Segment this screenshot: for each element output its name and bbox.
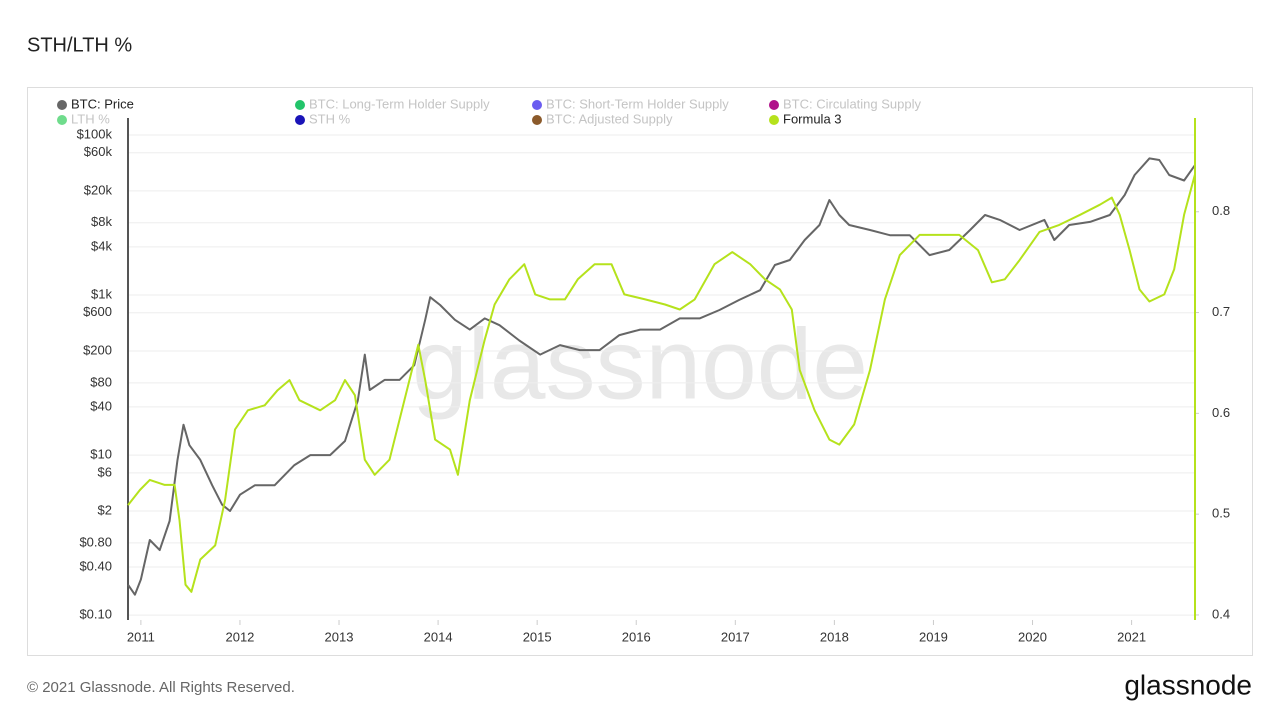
- x-tick-label: 2016: [622, 629, 651, 644]
- x-tick-label: 2014: [424, 629, 453, 644]
- footer: © 2021 Glassnode. All Rights Reserved.: [27, 679, 295, 696]
- y-tick-label: $8k: [91, 214, 112, 229]
- x-tick-label: 2018: [820, 629, 849, 644]
- y2-tick-label: 0.8: [1212, 203, 1230, 218]
- legend-marker[interactable]: [769, 115, 779, 125]
- y-tick-label: $60k: [84, 144, 113, 159]
- y-tick-label: $20k: [84, 182, 113, 197]
- legend-label[interactable]: Formula 3: [783, 111, 842, 126]
- x-tick-label: 2021: [1117, 629, 1146, 644]
- chart-title: STH/LTH %: [27, 34, 132, 56]
- y-tick-label: $0.10: [79, 607, 112, 622]
- series-line: [127, 157, 1196, 596]
- x-tick-label: 2012: [225, 629, 254, 644]
- legend-marker[interactable]: [57, 100, 67, 110]
- logo: glassnode: [1124, 669, 1252, 700]
- legend-marker[interactable]: [295, 100, 305, 110]
- legend-label[interactable]: BTC: Long-Term Holder Supply: [309, 96, 490, 111]
- y-tick-label: $600: [83, 304, 112, 319]
- legend-label[interactable]: BTC: Price: [71, 96, 134, 111]
- y-tick-label: $80: [90, 374, 112, 389]
- y2-tick-label: 0.5: [1212, 506, 1230, 521]
- legend-label[interactable]: STH %: [309, 111, 351, 126]
- y-tick-label: $1k: [91, 286, 112, 301]
- legend-label[interactable]: BTC: Adjusted Supply: [546, 111, 673, 126]
- legend-marker[interactable]: [532, 115, 542, 125]
- y-tick-label: $6: [98, 464, 112, 479]
- legend-label[interactable]: LTH %: [71, 111, 110, 126]
- legend-marker[interactable]: [295, 115, 305, 125]
- y2-tick-label: 0.4: [1212, 606, 1230, 621]
- legend-label[interactable]: BTC: Short-Term Holder Supply: [546, 96, 729, 111]
- plot-frame: [27, 87, 1253, 656]
- legend-marker[interactable]: [532, 100, 542, 110]
- x-tick-label: 2019: [919, 629, 948, 644]
- legend-marker[interactable]: [769, 100, 779, 110]
- y-tick-label: $200: [83, 342, 112, 357]
- series-line: [127, 174, 1196, 593]
- x-tick-label: 2015: [523, 629, 552, 644]
- y2-tick-label: 0.6: [1212, 405, 1230, 420]
- legend-label[interactable]: BTC: Circulating Supply: [783, 96, 921, 111]
- x-tick-label: 2020: [1018, 629, 1047, 644]
- y-tick-label: $10: [90, 447, 112, 462]
- y-tick-label: $0.80: [79, 534, 112, 549]
- x-tick-label: 2011: [127, 629, 155, 644]
- y-tick-label: $4k: [91, 238, 112, 253]
- y-tick-label: $0.40: [79, 558, 112, 573]
- y-tick-label: $100k: [77, 126, 113, 141]
- y-tick-label: $2: [98, 502, 112, 517]
- y-tick-label: $40: [90, 398, 112, 413]
- x-tick-label: 2013: [325, 629, 354, 644]
- legend-marker[interactable]: [57, 115, 67, 125]
- y2-tick-label: 0.7: [1212, 304, 1230, 319]
- x-tick-label: 2017: [721, 629, 750, 644]
